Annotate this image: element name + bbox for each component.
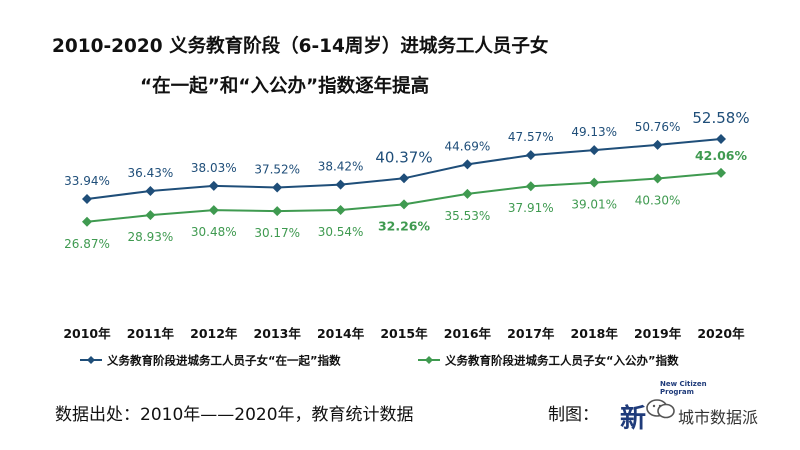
x-tick-label: 2016年 (444, 326, 492, 341)
x-tick-label: 2018年 (571, 326, 619, 341)
x-tick-label: 2013年 (254, 326, 302, 341)
series-0-point (652, 139, 663, 150)
series-1-data-label: 30.54% (318, 225, 364, 239)
series-1-point (652, 173, 663, 184)
series-1-data-label: 30.48% (191, 225, 237, 239)
series-0-data-label: 38.03% (191, 161, 237, 175)
series-0-data-label: 50.76% (635, 120, 681, 134)
x-tick-label: 2010年 (63, 326, 111, 341)
series-1-data-label: 30.17% (254, 226, 300, 240)
x-tick-label: 2017年 (507, 326, 555, 341)
series-1-data-label: 42.06% (695, 148, 748, 163)
x-tick-label: 2019年 (634, 326, 682, 341)
x-tick-label: 2011年 (127, 326, 175, 341)
wechat-icon (646, 399, 675, 419)
series-1-point (589, 177, 600, 188)
legend-label: 义务教育阶段进城务工人员子女“在一起”指数 (107, 354, 341, 368)
x-tick-label: 2015年 (380, 326, 428, 341)
series-0-data-label: 37.52% (254, 162, 300, 176)
series-1-point (716, 167, 726, 178)
logo-mark: 新 (620, 404, 647, 434)
series-1-data-label: 35.53% (445, 209, 491, 223)
series-0-point (208, 180, 219, 191)
logo-watermark-text: 城市数据派 (678, 408, 759, 427)
chart-title-line-1: 2010-2020 义务教育阶段（6-14周岁）进城务工人员子女 (52, 36, 549, 57)
series-0-point (82, 194, 92, 204)
series-1-data-label: 28.93% (128, 230, 174, 244)
series-0-data-label: 36.43% (128, 166, 174, 180)
legend-label: 义务教育阶段进城务工人员子女“入公办”指数 (445, 354, 679, 368)
legend-marker (87, 356, 95, 364)
data-source-note: 数据出处：2010年——2020年，教育统计数据 (55, 405, 414, 425)
series-0-point (525, 150, 536, 161)
series-1-point (272, 206, 283, 217)
series-0-point (399, 173, 409, 184)
series-0-point (589, 145, 600, 156)
brand-logo: New Citizen Program 新 城市数据派 (612, 378, 782, 434)
x-tick-label: 2020年 (697, 326, 745, 341)
series-0-point (462, 159, 473, 170)
x-tick-label: 2014年 (317, 326, 365, 341)
series-0-point (272, 182, 283, 193)
series-0-data-label: 47.57% (508, 130, 554, 144)
series-1-point (462, 188, 473, 199)
series-0-data-label: 38.42% (318, 160, 364, 174)
series-1-point (399, 199, 409, 210)
series-0-point (145, 185, 156, 196)
series-0-data-label: 40.37% (375, 148, 432, 166)
series-1-data-label: 40.30% (635, 194, 681, 208)
series-0-data-label: 52.58% (692, 109, 749, 127)
series-1-data-label: 26.87% (64, 237, 110, 251)
series-0-point (716, 134, 726, 144)
series-1-point (208, 205, 219, 216)
legend-marker (425, 356, 433, 364)
series-1-point (145, 210, 156, 221)
chart-maker-label: 制图： (548, 405, 599, 425)
series-1-data-label: 32.26% (378, 218, 431, 233)
series-0-data-label: 49.13% (571, 125, 617, 139)
series-0-data-label: 33.94% (64, 174, 110, 188)
series-1-point (82, 216, 92, 227)
series-1-point (525, 181, 536, 192)
logo-small-text: New Citizen Program (660, 380, 707, 396)
series-1-point (335, 204, 346, 215)
series-1-data-label: 39.01% (571, 198, 617, 212)
series-1-data-label: 37.91% (508, 201, 554, 215)
x-tick-label: 2012年 (190, 326, 238, 341)
series-0-point (335, 179, 346, 190)
chart-title-line-2: “在一起”和“入公办”指数逐年提高 (140, 76, 430, 97)
series-0-data-label: 44.69% (445, 139, 491, 153)
